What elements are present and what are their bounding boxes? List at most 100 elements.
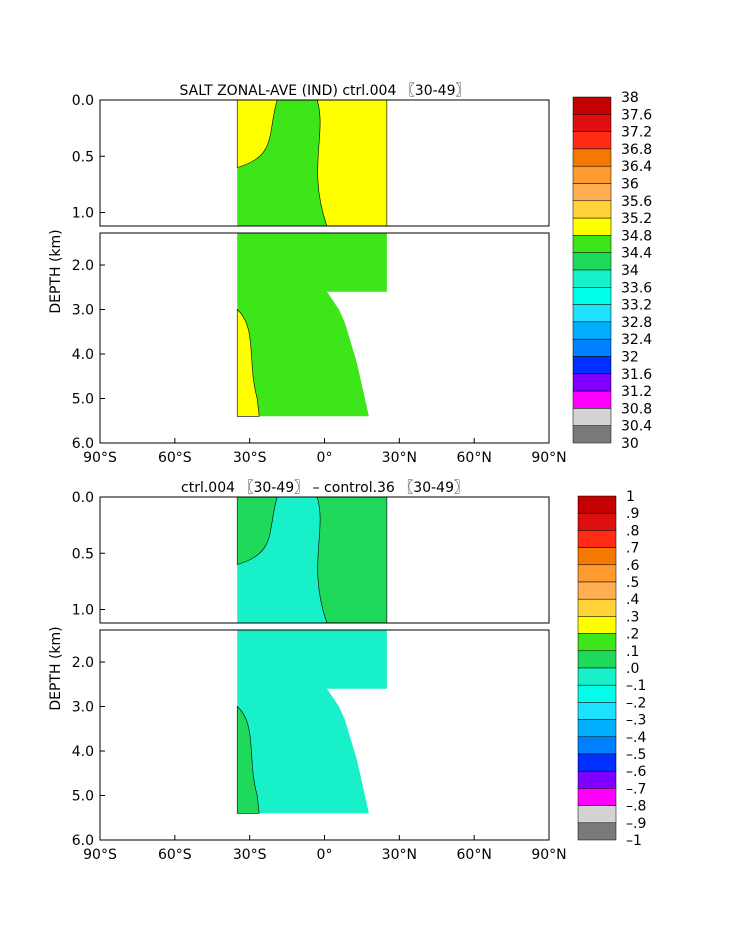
colorbar-swatch: [577, 753, 617, 772]
colorbar-label: 36: [621, 177, 639, 193]
colorbar-label: 34.8: [621, 228, 652, 244]
y-axis-label: DEPTH (km): [48, 229, 64, 313]
upper-field: [236, 99, 388, 227]
x-tick-label: 60°N: [457, 450, 492, 466]
x-tick-label: 90°S: [83, 847, 117, 863]
colorbar-swatch: [572, 408, 612, 426]
y-tick-label: 5.0: [72, 789, 94, 805]
colorbar-swatch: [572, 183, 612, 202]
y-tick-label: 3.0: [72, 303, 94, 319]
colorbar-swatch: [577, 650, 617, 669]
colorbar-label: .5: [626, 575, 639, 591]
colorbar: 1.9.8.7.6.5.4.3.2.1.0–.1–.2–.3–.4–.5–.6–…: [577, 489, 646, 849]
field-contour-deep: [236, 308, 260, 417]
y-tick-label: 6.0: [72, 833, 94, 849]
colorbar-label: 30: [621, 436, 639, 452]
field-contour-ne: [316, 99, 388, 227]
colorbar-swatch: [572, 252, 612, 271]
x-tick-label: 30°N: [382, 847, 417, 863]
colorbar-label: 32.4: [621, 332, 652, 348]
colorbar-swatch: [577, 770, 617, 789]
x-tick-label: 30°S: [233, 847, 267, 863]
colorbar-swatch: [577, 805, 617, 824]
colorbar-label: 34: [621, 263, 639, 279]
field-contour-sw: [236, 496, 278, 565]
colorbar-label: 32: [621, 350, 639, 366]
x-tick-label: 60°N: [457, 847, 492, 863]
upper-plot-frame: [99, 496, 550, 624]
colorbar-swatch: [577, 598, 617, 617]
y-tick-label: 4.0: [72, 347, 94, 363]
colorbar-swatch: [572, 356, 612, 375]
field-fill-lower: [237, 233, 387, 417]
colorbar-label: –.2: [626, 695, 646, 711]
colorbar-label: .3: [626, 609, 639, 625]
colorbar-swatch: [577, 702, 617, 720]
colorbar-swatch: [572, 148, 612, 167]
colorbar-label: 35.6: [621, 194, 652, 210]
colorbar-label: 34.4: [621, 246, 652, 262]
colorbar-label: .6: [626, 558, 639, 574]
y-tick-label: 2.0: [72, 258, 94, 274]
colorbar-label: 1: [626, 489, 635, 505]
y-tick-label: 2.0: [72, 655, 94, 671]
x-tick-label: 0°: [317, 450, 333, 466]
colorbar-swatch: [577, 512, 617, 531]
colorbar-label: –.1: [626, 678, 646, 694]
y-tick-label: 1.0: [72, 206, 94, 222]
colorbar-label: .1: [626, 644, 639, 660]
colorbar-swatch: [572, 200, 612, 219]
colorbar-label: 36.4: [621, 159, 652, 175]
colorbar-label: 33.6: [621, 280, 652, 296]
colorbar-swatch: [577, 495, 617, 514]
colorbar-swatch: [577, 564, 617, 583]
y-tick-label: 4.0: [72, 744, 94, 760]
lower-field: [236, 233, 387, 417]
colorbar-swatch: [577, 719, 617, 738]
colorbar-label: 32.8: [621, 315, 652, 331]
colorbar-swatch: [572, 304, 612, 323]
colorbar-swatch: [572, 131, 612, 150]
colorbar-label: 37.6: [621, 107, 652, 123]
colorbar-label: –.8: [626, 799, 646, 815]
colorbar-swatch: [572, 269, 612, 288]
colorbar-label: 37.2: [621, 125, 652, 141]
y-tick-label: 0.5: [72, 149, 94, 165]
colorbar-label: –.5: [626, 747, 646, 763]
colorbar: 3837.637.236.836.43635.635.234.834.43433…: [572, 90, 652, 452]
y-tick-label: 0.5: [72, 546, 94, 562]
colorbar-swatch: [577, 633, 617, 652]
y-axis-label: DEPTH (km): [48, 626, 64, 710]
y-tick-label: 6.0: [72, 436, 94, 452]
y-tick-label: 0.0: [72, 490, 94, 506]
colorbar-swatch: [577, 530, 617, 548]
colorbar-swatch: [572, 390, 612, 409]
chart-panel-2: ctrl.004 〖30-49〗 – control.36 〖30-49〗 DEP…: [48, 480, 646, 863]
y-tick-label: 0.0: [72, 93, 94, 109]
x-tick-label: 0°: [317, 847, 333, 863]
colorbar-swatch: [572, 338, 612, 357]
x-tick-label: 60°S: [158, 847, 192, 863]
colorbar-label: .4: [626, 592, 639, 608]
colorbar-label: –.9: [626, 816, 646, 832]
chart-title: ctrl.004 〖30-49〗 – control.36 〖30-49〗: [181, 480, 468, 496]
upper-field: [236, 496, 388, 624]
colorbar-swatch: [572, 235, 612, 253]
y-tick-label: 5.0: [72, 392, 94, 408]
colorbar-swatch: [572, 165, 612, 184]
colorbar-swatch: [577, 581, 617, 600]
colorbar-label: .0: [626, 661, 639, 677]
colorbar-swatch: [572, 217, 612, 236]
x-tick-label: 90°S: [83, 450, 117, 466]
colorbar-swatch: [572, 114, 612, 132]
colorbar-label: 35.2: [621, 211, 652, 227]
y-tick-label: 3.0: [72, 700, 94, 716]
y-tick-label: 1.0: [72, 603, 94, 619]
colorbar-swatch: [572, 96, 612, 115]
colorbar-label: –.3: [626, 713, 646, 729]
colorbar-swatch: [572, 287, 612, 305]
x-tick-label: 90°N: [531, 450, 566, 466]
field-contour-sw: [236, 99, 278, 168]
colorbar-swatch: [577, 788, 617, 806]
colorbar-swatch: [577, 547, 617, 566]
